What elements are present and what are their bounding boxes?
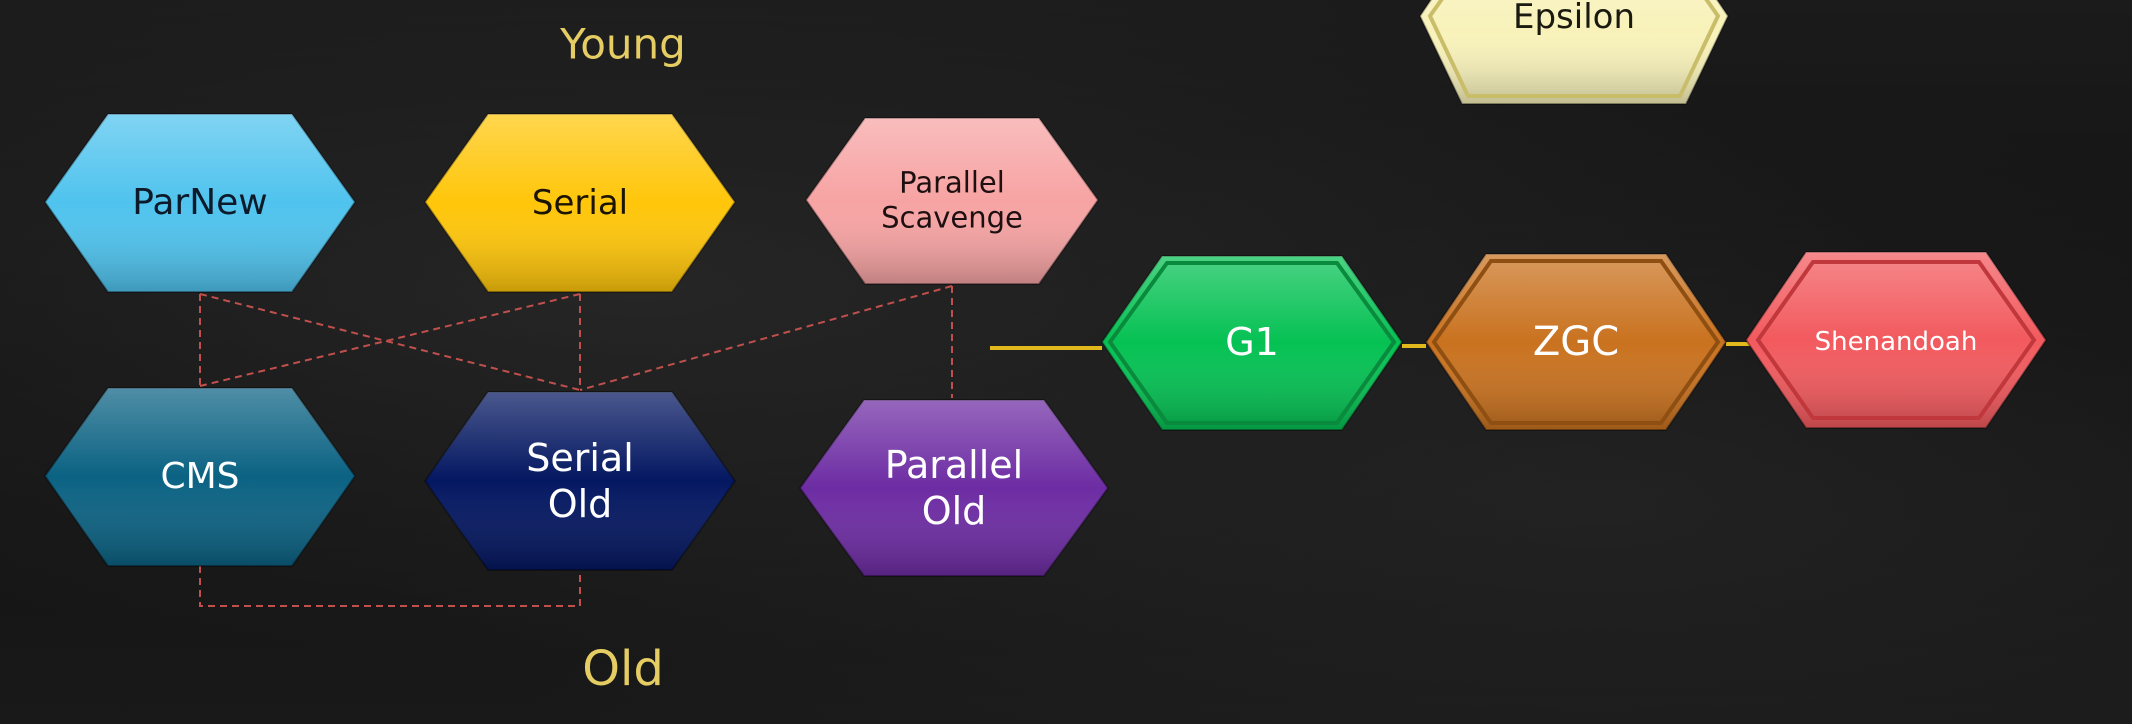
hex-label-line: CMS bbox=[160, 456, 239, 497]
hex-label-line: Shenandoah bbox=[1815, 327, 1978, 357]
hex-epsilon-label: Epsilon bbox=[1513, 0, 1635, 37]
hex-label-line: Serial bbox=[532, 183, 628, 223]
hex-cms: CMS bbox=[43, 387, 357, 567]
hex-label-line: Parallel bbox=[885, 443, 1023, 487]
hex-parallel-scavenge-label: Parallel Scavenge bbox=[881, 166, 1023, 235]
hex-label-line: ParNew bbox=[132, 182, 267, 223]
hex-epsilon: Epsilon bbox=[1418, 0, 1730, 105]
hex-parallel-old: Parallel Old bbox=[798, 399, 1110, 577]
dashed-connectors bbox=[199, 285, 953, 607]
hex-g1-bevel bbox=[1107, 261, 1397, 425]
hex-parnew-label: ParNew bbox=[132, 182, 267, 223]
hex-label-line: Serial bbox=[526, 436, 634, 480]
hex-epsilon-bevel bbox=[1427, 0, 1721, 98]
young-label: Young bbox=[559, 20, 686, 69]
hex-serial: Serial bbox=[423, 113, 737, 293]
hex-label-line: Scavenge bbox=[881, 200, 1023, 234]
hex-serial-old: Serial Old bbox=[423, 391, 737, 571]
hex-shenandoah-bevel bbox=[1755, 260, 2037, 420]
hex-label-line: ZGC bbox=[1533, 319, 1619, 365]
hex-parnew: ParNew bbox=[43, 113, 357, 293]
hex-shenandoah-label: Shenandoah bbox=[1815, 327, 1978, 357]
hex-serial-old-label: Serial Old bbox=[526, 436, 634, 526]
hex-label-line: Parallel bbox=[899, 166, 1005, 200]
hex-cms-label: CMS bbox=[160, 456, 239, 497]
connector-parnew-serial-old bbox=[199, 293, 581, 391]
hex-zgc: ZGC bbox=[1424, 253, 1728, 431]
connector-parallel-scavenge-serial-old bbox=[579, 285, 953, 391]
old-label: Old bbox=[582, 641, 664, 697]
hex-g1-label: G1 bbox=[1225, 320, 1279, 364]
hex-label-line: Old bbox=[548, 481, 613, 525]
hex-parallel-old-label: Parallel Old bbox=[885, 443, 1023, 533]
connector-cms-serial-old bbox=[199, 566, 581, 607]
hex-serial-label: Serial bbox=[532, 183, 628, 223]
hex-label-line: Epsilon bbox=[1513, 0, 1635, 37]
solid-connectors bbox=[990, 342, 1750, 350]
hex-label-line: G1 bbox=[1225, 320, 1279, 364]
hex-zgc-bevel bbox=[1431, 259, 1721, 425]
hex-parallel-scavenge: Parallel Scavenge bbox=[804, 117, 1100, 285]
hex-label-line: Old bbox=[922, 488, 987, 532]
connector-serial-cms bbox=[199, 293, 581, 387]
hex-zgc-label: ZGC bbox=[1533, 319, 1619, 365]
hex-g1: G1 bbox=[1100, 255, 1404, 431]
hex-shenandoah: Shenandoah bbox=[1744, 251, 2048, 429]
